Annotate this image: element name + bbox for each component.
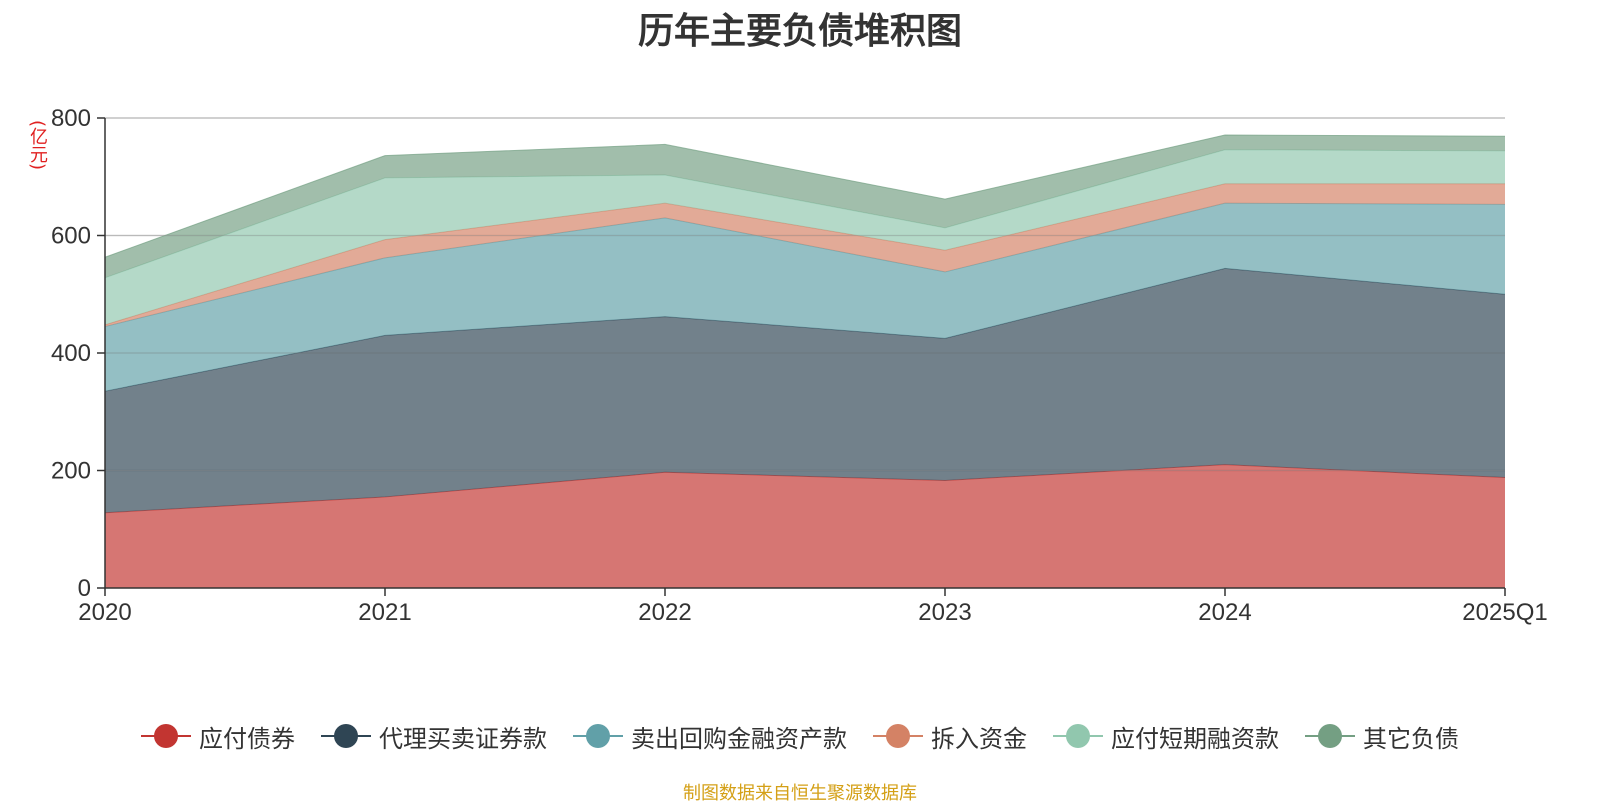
legend-label: 应付债券 xyxy=(199,724,295,753)
series-line-6 xyxy=(104,134,1506,258)
chart-title: 历年主要负债堆积图 xyxy=(637,11,962,52)
y-axis-unit-label: (亿元) xyxy=(27,120,48,171)
area-series-5 xyxy=(105,149,1505,325)
series-line-2 xyxy=(104,267,1506,392)
legend-item[interactable]: 应付短期融资款 xyxy=(1053,719,1279,754)
x-tick-label: 2024 xyxy=(1198,599,1251,626)
axes: 0 200 400 600 800 2020 2021 2022 2023 2024 2025Q1 xyxy=(51,105,1548,626)
legend-item[interactable]: 代理买卖证券款 xyxy=(321,719,547,754)
x-tick-label: 2021 xyxy=(358,599,411,626)
legend-marker-icon xyxy=(141,724,191,748)
legend-marker-icon xyxy=(873,724,923,748)
source-note: 制图数据来自恒生聚源数据库 xyxy=(683,783,917,804)
legend-marker-icon xyxy=(573,724,623,748)
legend-marker-icon xyxy=(1305,724,1355,748)
area-series-2 xyxy=(105,268,1505,513)
series-line-5 xyxy=(104,149,1506,279)
legend-label: 应付短期融资款 xyxy=(1111,724,1279,753)
legend-item[interactable]: 应付债券 xyxy=(141,719,295,754)
area-series-1 xyxy=(105,464,1505,588)
area-series-4 xyxy=(105,183,1505,327)
legend-label: 拆入资金 xyxy=(931,724,1027,753)
legend-label: 其它负债 xyxy=(1363,724,1459,753)
y-tick-label: 600 xyxy=(51,223,91,250)
legend-marker-icon xyxy=(321,724,371,748)
area-series xyxy=(104,134,1506,588)
y-tick-label: 0 xyxy=(78,575,91,602)
y-tick-label: 400 xyxy=(51,340,91,367)
x-tick-label: 2022 xyxy=(638,599,691,626)
stacked-area-chart: 0 200 400 600 800 2020 2021 2022 2023 2024 2025Q1 xyxy=(51,105,1548,626)
y-tick-label: 800 xyxy=(51,105,91,132)
legend-label: 卖出回购金融资产款 xyxy=(631,724,847,753)
legend-label: 代理买卖证券款 xyxy=(379,724,547,753)
x-tick-label: 2020 xyxy=(78,599,131,626)
legend-item[interactable]: 拆入资金 xyxy=(873,719,1027,754)
x-tick-label: 2023 xyxy=(918,599,971,626)
legend: 应付债券 代理买卖证券款 卖出回购金融资产款 拆入资金 应付短期融资款 其它负债 xyxy=(0,716,1600,756)
area-series-3 xyxy=(105,203,1505,392)
legend-item[interactable]: 卖出回购金融资产款 xyxy=(573,719,847,754)
legend-item[interactable]: 其它负债 xyxy=(1305,719,1459,754)
y-tick-label: 200 xyxy=(51,458,91,485)
legend-marker-icon xyxy=(1053,724,1103,748)
area-series-6 xyxy=(105,135,1505,278)
x-tick-label: 2025Q1 xyxy=(1462,599,1547,626)
